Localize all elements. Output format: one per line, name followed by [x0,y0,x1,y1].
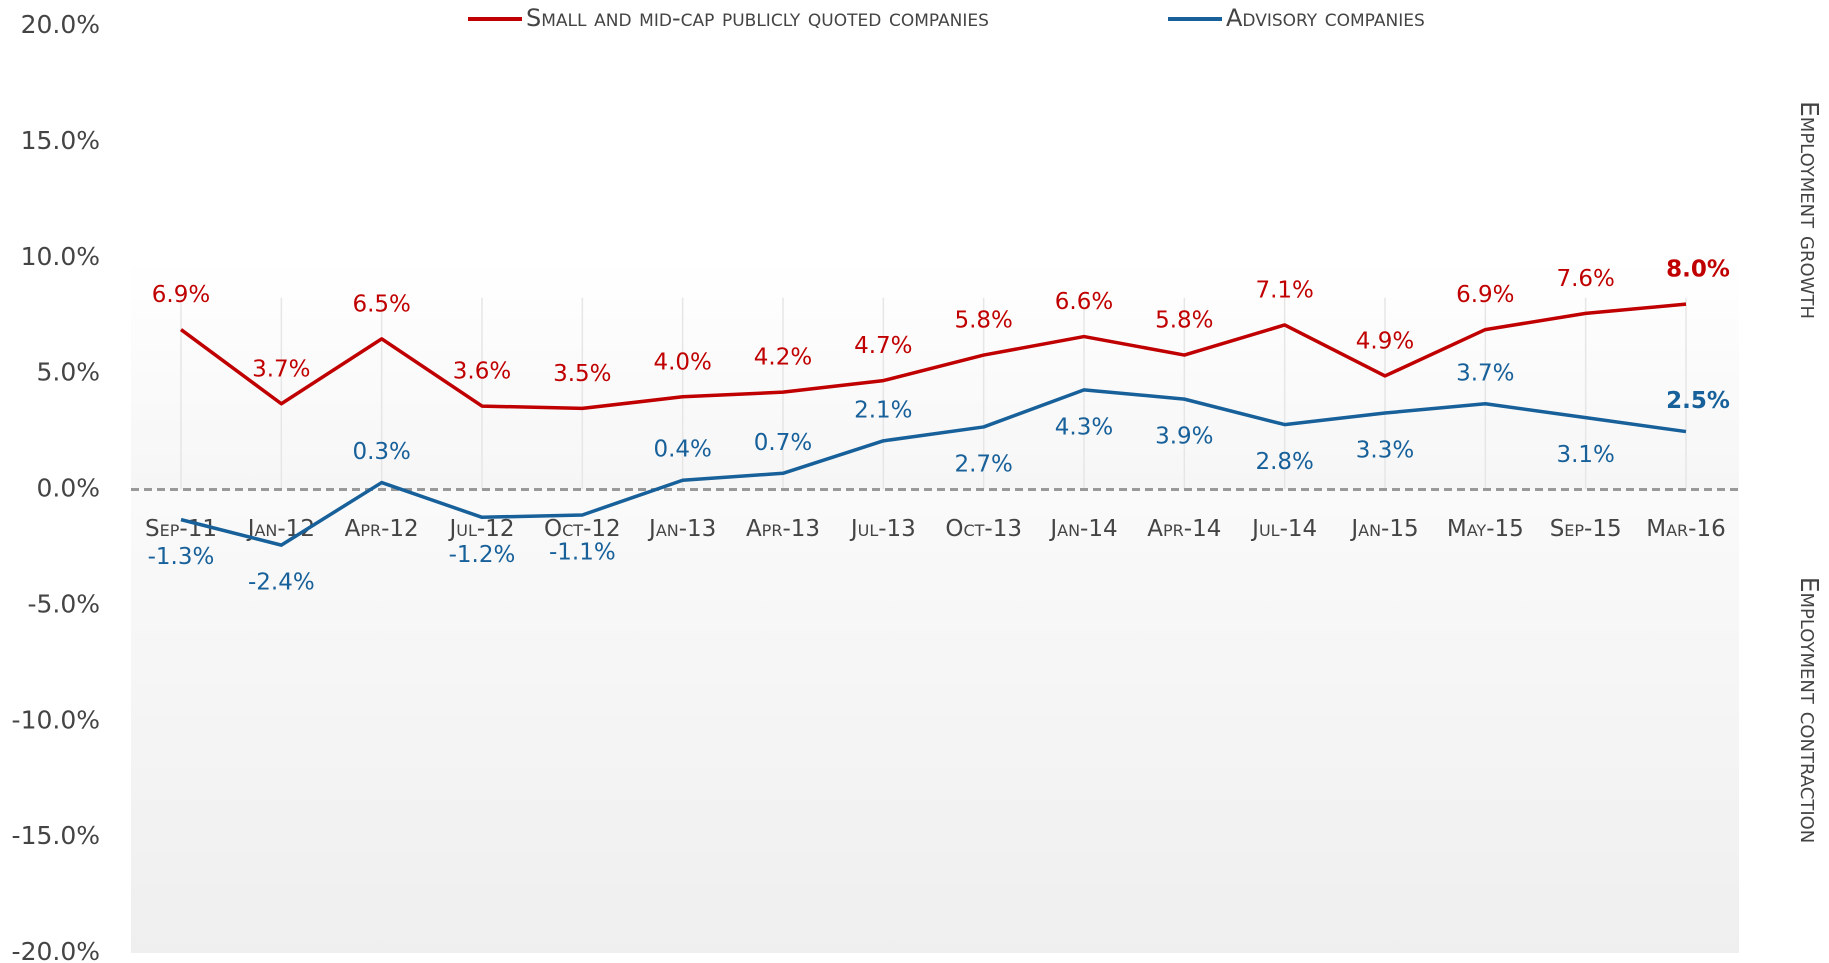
y-tick-label: 20.0% [21,10,100,39]
data-label: 2.7% [954,451,1012,477]
y-tick-label: -5.0% [27,589,100,618]
x-tick-label: Jul-14 [1250,516,1317,542]
data-label: 3.7% [252,356,310,382]
data-label: 2.8% [1255,449,1313,475]
x-tick-label: Jul-13 [849,516,916,542]
data-label: 0.7% [754,430,812,456]
right-label-growth: Employment growth [1795,101,1824,319]
data-label: -1.3% [148,544,215,570]
plot-bg-down [131,489,1739,953]
data-label: 7.6% [1556,266,1614,292]
x-tick-label: Jan-13 [647,516,716,542]
data-label: -1.2% [449,542,516,568]
data-label: 0.4% [653,437,711,463]
y-tick-label: -10.0% [12,705,100,734]
data-label: 2.5% [1666,388,1730,414]
data-label: 6.9% [152,282,210,308]
data-label: 8.0% [1666,257,1730,283]
x-tick-label: Jul-12 [448,516,515,542]
x-tick-label: Jan-15 [1349,516,1418,542]
data-label: 3.9% [1155,424,1213,450]
x-tick-label: May-15 [1447,516,1524,542]
data-label: 3.1% [1556,442,1614,468]
data-label: 4.9% [1356,328,1414,354]
data-label: 5.8% [1155,308,1213,334]
data-label: 0.3% [352,439,410,465]
data-label: 3.6% [453,359,511,385]
x-tick-label: Apr-14 [1147,516,1221,542]
x-tick-label: Sep-15 [1550,516,1622,542]
y-tick-label: 0.0% [36,474,100,503]
series-line [180,388,1687,547]
y-tick-label: -20.0% [12,937,100,963]
data-label: 4.3% [1055,414,1113,440]
data-label: 6.5% [352,291,410,317]
right-label-contraction: Employment contraction [1795,577,1824,844]
x-tick-label: Oct-12 [544,516,621,542]
data-label: -2.4% [248,570,315,596]
data-label: -1.1% [549,539,616,565]
legend-label: Advisory companies [1226,4,1425,32]
plot-bg-up [131,257,1739,490]
data-label: 7.1% [1255,277,1313,303]
y-tick-label: 10.0% [21,242,100,271]
data-label: 6.6% [1055,289,1113,315]
x-tick-label: Apr-13 [746,516,820,542]
data-label: 4.0% [653,349,711,375]
data-label: 5.8% [954,308,1012,334]
x-tick-label: Jan-14 [1048,516,1117,542]
y-tick-label: -15.0% [12,821,100,850]
data-label: 6.9% [1456,282,1514,308]
x-tick-label: Oct-13 [945,516,1022,542]
data-label: 3.7% [1456,360,1514,386]
x-tick-label: Apr-12 [345,516,419,542]
legend-label: Small and mid-cap publicly quoted compan… [526,4,989,32]
data-label: 3.5% [553,361,611,387]
y-tick-label: 15.0% [21,126,100,155]
data-label: 4.2% [754,345,812,371]
x-tick-label: Mar-16 [1646,516,1725,542]
series-line [179,302,1687,411]
data-label: 4.7% [854,333,912,359]
data-label: 3.3% [1356,438,1414,464]
data-label: 2.1% [854,397,912,423]
y-tick-label: 5.0% [36,358,100,387]
